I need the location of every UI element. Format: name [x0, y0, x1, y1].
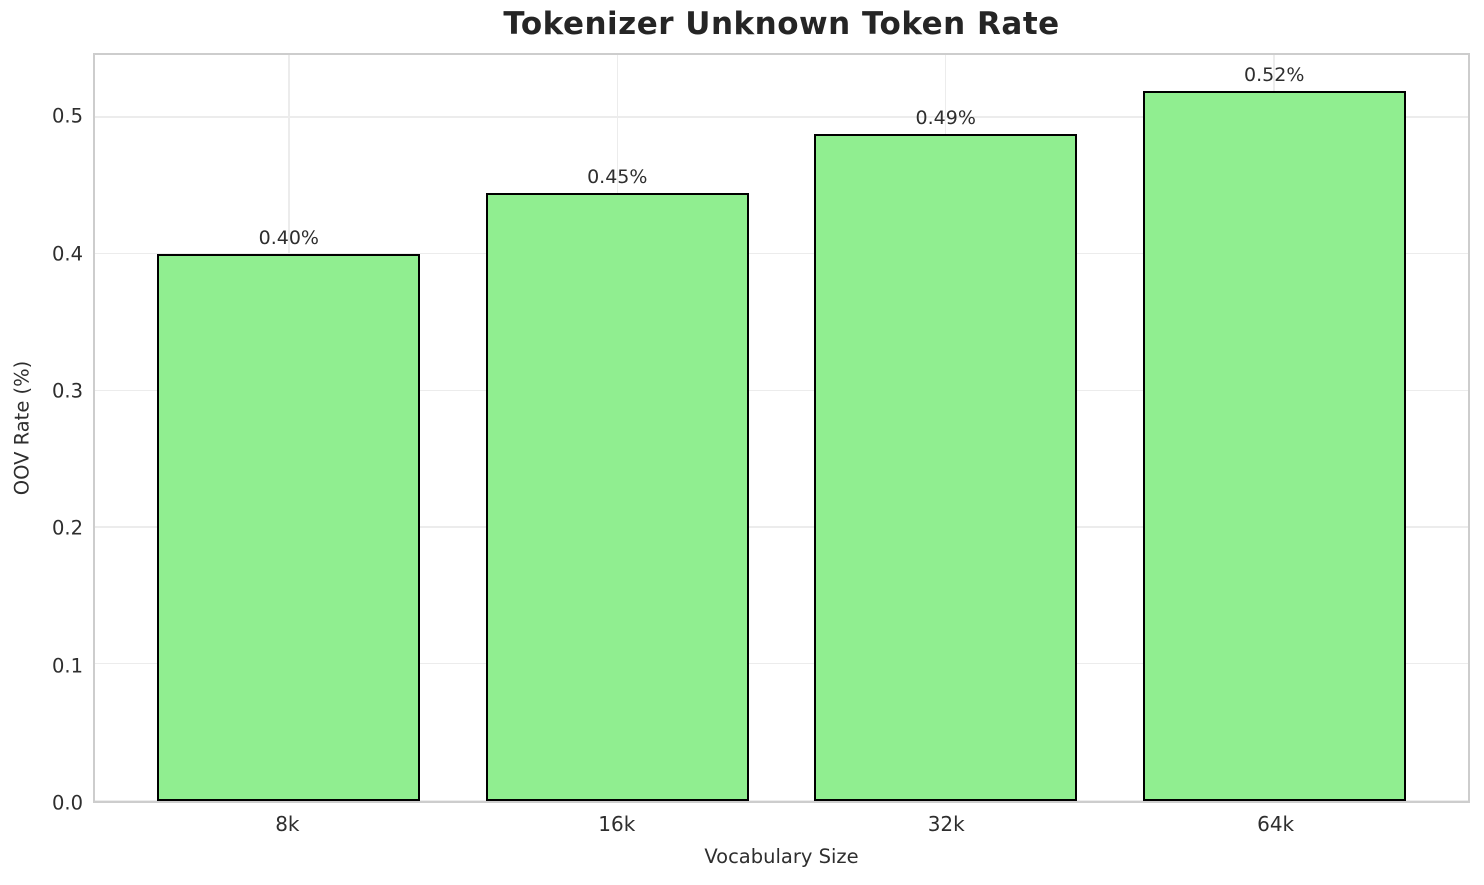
bar [814, 134, 1078, 801]
bars-layer [95, 55, 1468, 801]
x-tick-label: 8k [275, 812, 300, 836]
bar-value-label: 0.40% [258, 227, 319, 250]
y-tick-label: 0.2 [51, 516, 83, 540]
plot-area: 0.40% 0.45% 0.49% 0.52% [93, 53, 1470, 803]
x-axis-label: Vocabulary Size [704, 845, 859, 868]
bar-value-label: 0.49% [915, 107, 976, 130]
h-gridline [95, 526, 1468, 528]
h-gridline [95, 662, 1468, 665]
h-gridline [95, 389, 1468, 392]
y-tick-label: 0.1 [51, 654, 83, 678]
bar-value-label: 0.45% [587, 166, 648, 188]
y-axis-ticks: 0.0 0.1 0.2 0.3 0.4 0.5 [0, 53, 83, 815]
h-gridline [95, 252, 1468, 255]
x-tick-label: 16k [598, 812, 636, 836]
bar-labels-layer: 0.40% 0.45% 0.49% 0.52% [95, 55, 1468, 801]
h-gridline [95, 116, 1468, 118]
x-tick-label: 64k [1257, 812, 1295, 836]
y-tick-label: 0.4 [51, 242, 83, 266]
bar [1142, 90, 1406, 801]
y-tick-label: 0.3 [51, 379, 83, 403]
bar-value-label: 0.52% [1244, 63, 1305, 86]
x-axis-ticks: 8k 16k 32k 64k [93, 812, 1470, 840]
y-tick-label: 0.0 [51, 791, 83, 815]
x-tick-label: 32k [927, 812, 965, 836]
bar [157, 254, 421, 801]
h-gridline [95, 799, 1468, 801]
bar [485, 193, 749, 801]
y-tick-label: 0.5 [51, 104, 83, 128]
chart-title: Tokenizer Unknown Token Rate [503, 6, 1060, 42]
